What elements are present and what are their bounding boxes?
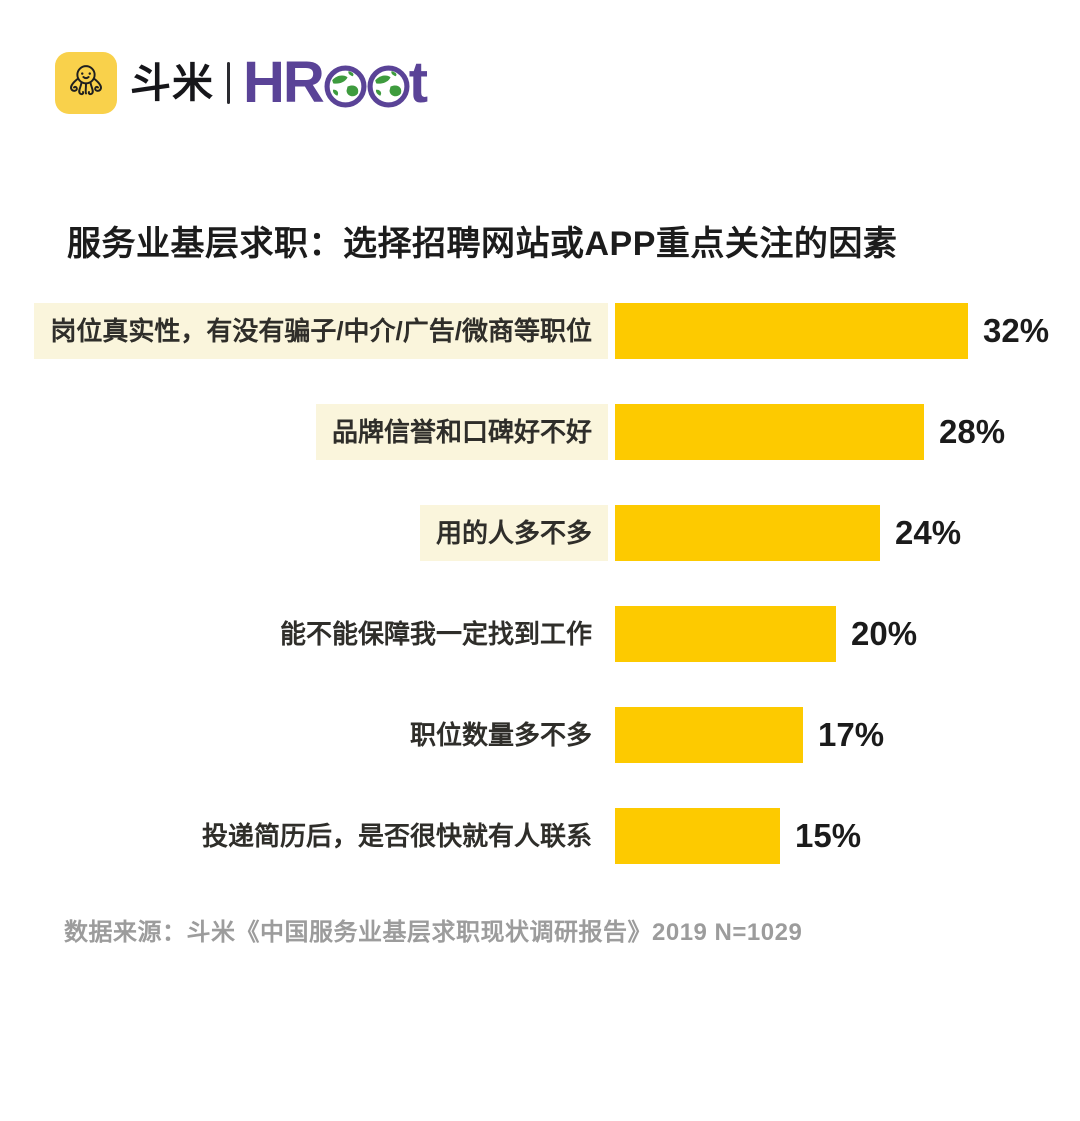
bar-value-label: 24% bbox=[895, 514, 962, 551]
logo-divider bbox=[227, 62, 230, 104]
hroot-text-hr: HR bbox=[243, 50, 325, 115]
chart-row: 能不能保障我一定找到工作 20% bbox=[50, 606, 1050, 662]
globe-icon bbox=[367, 65, 410, 107]
chart-row: 投递简历后，是否很快就有人联系 15% bbox=[50, 808, 1050, 864]
bar bbox=[615, 505, 880, 561]
hroot-text-t: t bbox=[408, 50, 428, 115]
hroot-logo: HR t bbox=[243, 50, 428, 115]
octopus-icon bbox=[70, 65, 102, 96]
bar-label-cell: 职位数量多不多 bbox=[50, 707, 608, 763]
doumi-app-icon bbox=[55, 52, 117, 114]
bar-value-label: 32% bbox=[983, 312, 1050, 349]
bar-value-label: 20% bbox=[851, 615, 918, 652]
bar-chart: 岗位真实性，有没有骗子/中介/广告/微商等职位 32% 品牌信誉和口碑好不好 28% 用… bbox=[34, 303, 1050, 909]
chart-row: 品牌信誉和口碑好不好 28% bbox=[50, 404, 1050, 460]
bar bbox=[615, 808, 780, 864]
bar-label: 用的人多不多 bbox=[419, 505, 608, 561]
globe-icon bbox=[324, 65, 367, 107]
bar-label-cell: 岗位真实性，有没有骗子/中介/广告/微商等职位 bbox=[34, 303, 608, 359]
bar bbox=[615, 404, 924, 460]
bar-value-label: 28% bbox=[939, 413, 1006, 450]
bar-label-cell: 用的人多不多 bbox=[50, 505, 608, 561]
doumi-wordmark: 斗米 bbox=[130, 60, 214, 106]
bar bbox=[615, 303, 968, 359]
chart-row: 职位数量多不多 17% bbox=[50, 707, 1050, 763]
bar-label: 品牌信誉和口碑好不好 bbox=[315, 404, 608, 460]
bar bbox=[615, 606, 836, 662]
source-note: 数据来源：斗米《中国服务业基层求职现状调研报告》2019 N=1029 bbox=[64, 919, 803, 946]
bar-label-cell: 能不能保障我一定找到工作 bbox=[50, 606, 608, 662]
bar-label-cell: 投递简历后，是否很快就有人联系 bbox=[50, 808, 608, 864]
bar-value-label: 17% bbox=[818, 716, 885, 753]
bar-label: 职位数量多不多 bbox=[409, 720, 592, 750]
chart-row: 岗位真实性，有没有骗子/中介/广告/微商等职位 32% bbox=[34, 303, 1050, 359]
logo: 斗米 HR t bbox=[55, 50, 428, 115]
chart-title: 服务业基层求职：选择招聘网站或APP重点关注的因素 bbox=[67, 225, 898, 263]
bar-label: 岗位真实性，有没有骗子/中介/广告/微商等职位 bbox=[34, 303, 608, 359]
bar-label-cell: 品牌信誉和口碑好不好 bbox=[50, 404, 608, 460]
bar-label: 能不能保障我一定找到工作 bbox=[279, 619, 592, 649]
bar bbox=[615, 707, 803, 763]
bar-value-label: 15% bbox=[795, 817, 862, 854]
chart-row: 用的人多不多 24% bbox=[50, 505, 1050, 561]
bar-label: 投递简历后，是否很快就有人联系 bbox=[201, 821, 592, 851]
